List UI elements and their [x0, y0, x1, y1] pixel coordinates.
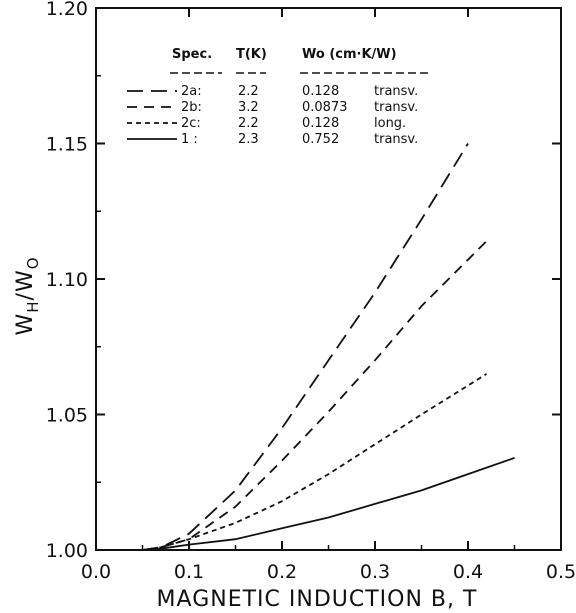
- legend-w0: 0.128: [302, 84, 339, 99]
- series-line: [142, 373, 488, 551]
- legend-temp: 2.3: [238, 132, 259, 147]
- legend-spec: 1 :: [181, 132, 198, 147]
- x-tick-label: 0.3: [360, 561, 390, 583]
- x-axis-label: MAGNETIC INDUCTION B, T: [157, 587, 478, 612]
- series-lines: [96, 143, 515, 551]
- y-axis-label: WH/WO: [13, 256, 42, 335]
- x-tick-label: 0.0: [81, 561, 111, 583]
- y-axis-label-text: WH/WO: [13, 256, 42, 335]
- legend-w0: 0.752: [302, 132, 339, 147]
- x-tick-label: 0.4: [453, 561, 483, 583]
- series-line: [142, 143, 469, 551]
- y-tick-label: 1.00: [46, 540, 88, 562]
- y-label-main: W: [13, 313, 38, 336]
- legend-header: Spec.: [172, 47, 212, 62]
- legend-spec: 2b:: [181, 100, 202, 115]
- series-line: [142, 240, 488, 551]
- legend-header: Wo (cm·K/W): [302, 47, 397, 62]
- legend-temp: 2.2: [238, 116, 259, 131]
- legend-header: T(K): [236, 47, 267, 62]
- x-tick-label: 0.1: [174, 561, 204, 583]
- y-tick-label: 1.20: [46, 0, 88, 20]
- legend-orientation: transv.: [374, 132, 418, 147]
- series-line: [151, 457, 515, 551]
- legend-orientation: transv.: [374, 84, 418, 99]
- y-label-sub-h: H: [24, 300, 42, 312]
- legend-orientation: transv.: [374, 100, 418, 115]
- legend-orientation: long.: [374, 116, 406, 131]
- legend: Spec. T(K) Wo (cm·K/W) 2a: 2.2 0.128 transv. 2b…: [127, 47, 432, 147]
- axis-tick-labels: 0.0 0.1 0.2 0.3 0.4 0.5 1.00 1.05 1.10 1.15 1.20: [46, 0, 576, 583]
- legend-w0: 0.128: [302, 116, 339, 131]
- y-label-sep: /W: [13, 269, 38, 300]
- x-tick-label: 0.5: [546, 561, 576, 583]
- legend-spec: 2a:: [181, 84, 202, 99]
- legend-spec: 2c:: [181, 116, 201, 131]
- y-tick-label: 1.15: [46, 134, 88, 156]
- legend-temp: 2.2: [238, 84, 259, 99]
- legend-w0: 0.0873: [302, 100, 348, 115]
- x-tick-label: 0.2: [267, 561, 297, 583]
- legend-temp: 3.2: [238, 100, 259, 115]
- y-label-sub-o: O: [24, 256, 42, 269]
- y-tick-label: 1.05: [46, 405, 88, 427]
- y-tick-label: 1.10: [46, 269, 88, 291]
